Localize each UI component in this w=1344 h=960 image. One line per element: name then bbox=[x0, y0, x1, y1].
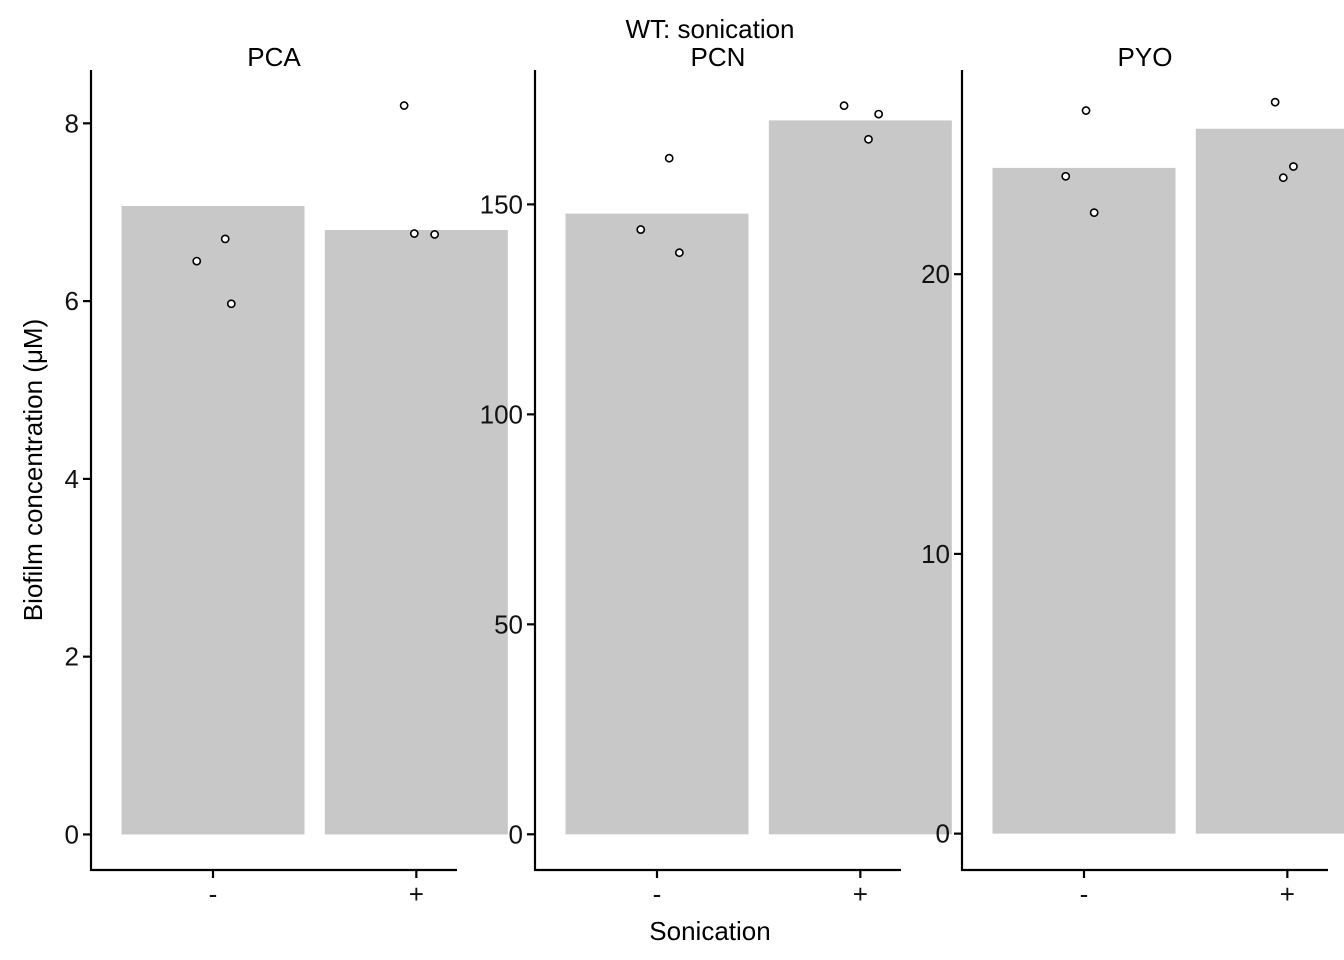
data-point-pca-4 bbox=[399, 101, 409, 110]
y-tick-label: 4 bbox=[65, 464, 79, 494]
bar-pcn-plus bbox=[768, 120, 952, 835]
bar-pyo-minus bbox=[992, 167, 1176, 834]
y-tick-label: 0 bbox=[509, 819, 523, 849]
y-tick-label: 150 bbox=[480, 189, 523, 219]
data-point-pca-5 bbox=[409, 229, 419, 238]
y-tick-label: 0 bbox=[65, 819, 79, 849]
panel-title-pcn: PCN bbox=[691, 42, 746, 72]
x-tick-label: - bbox=[1080, 879, 1089, 909]
data-point-pcn-6 bbox=[874, 109, 884, 119]
panel-pyo: PYO 0 10 20 - + bbox=[921, 42, 1344, 909]
y-tick-label: 6 bbox=[65, 286, 79, 316]
bar-pyo-plus bbox=[1195, 128, 1344, 834]
y-tick-label: 20 bbox=[921, 259, 950, 289]
y-axis-title: Biofilm concentration (μM) bbox=[18, 319, 48, 622]
y-tick-label: 2 bbox=[65, 642, 79, 672]
bar-pca-minus bbox=[121, 206, 305, 835]
data-point-pcn-3 bbox=[674, 248, 684, 258]
x-tick-label: + bbox=[853, 879, 868, 909]
panels-layer: PCA 0 2 4 6 8 - + PCN 0 50 100 150 - + PYO 0 10 20 - + bbox=[65, 42, 1344, 909]
data-point-pca-3 bbox=[226, 299, 236, 309]
y-tick-label: 100 bbox=[480, 399, 523, 429]
data-point-pyo-3 bbox=[1089, 208, 1099, 218]
x-tick-label: - bbox=[653, 879, 662, 909]
y-tick-label: 0 bbox=[936, 819, 950, 849]
x-tick-label: - bbox=[209, 879, 218, 909]
panel-title-pyo: PYO bbox=[1118, 42, 1173, 72]
y-tick-label: 8 bbox=[65, 108, 79, 138]
data-point-pcn-1 bbox=[636, 225, 646, 234]
data-point-pca-2 bbox=[220, 234, 230, 244]
x-tick-label: + bbox=[409, 879, 424, 909]
data-point-pyo-2 bbox=[1081, 106, 1091, 115]
data-point-pyo-1 bbox=[1061, 171, 1071, 181]
panel-pca: PCA 0 2 4 6 8 - + bbox=[65, 42, 508, 909]
y-tick-label: 50 bbox=[494, 609, 523, 639]
bar-pcn-minus bbox=[565, 213, 749, 835]
data-point-pcn-5 bbox=[864, 134, 873, 144]
data-point-pca-6 bbox=[430, 230, 440, 239]
data-point-pyo-6 bbox=[1289, 162, 1298, 171]
data-point-pyo-5 bbox=[1278, 173, 1288, 183]
x-tick-label: + bbox=[1280, 879, 1295, 909]
panel-title-pca: PCA bbox=[247, 42, 301, 72]
data-point-pca-1 bbox=[192, 256, 202, 266]
y-tick-label: 10 bbox=[921, 539, 950, 569]
x-axis-title: Sonication bbox=[649, 916, 770, 946]
data-point-pyo-4 bbox=[1270, 97, 1280, 107]
data-point-pcn-4 bbox=[839, 101, 849, 111]
data-point-pcn-2 bbox=[664, 153, 674, 163]
bar-pca-plus bbox=[324, 230, 508, 835]
chart-title: WT: sonication bbox=[625, 14, 794, 44]
